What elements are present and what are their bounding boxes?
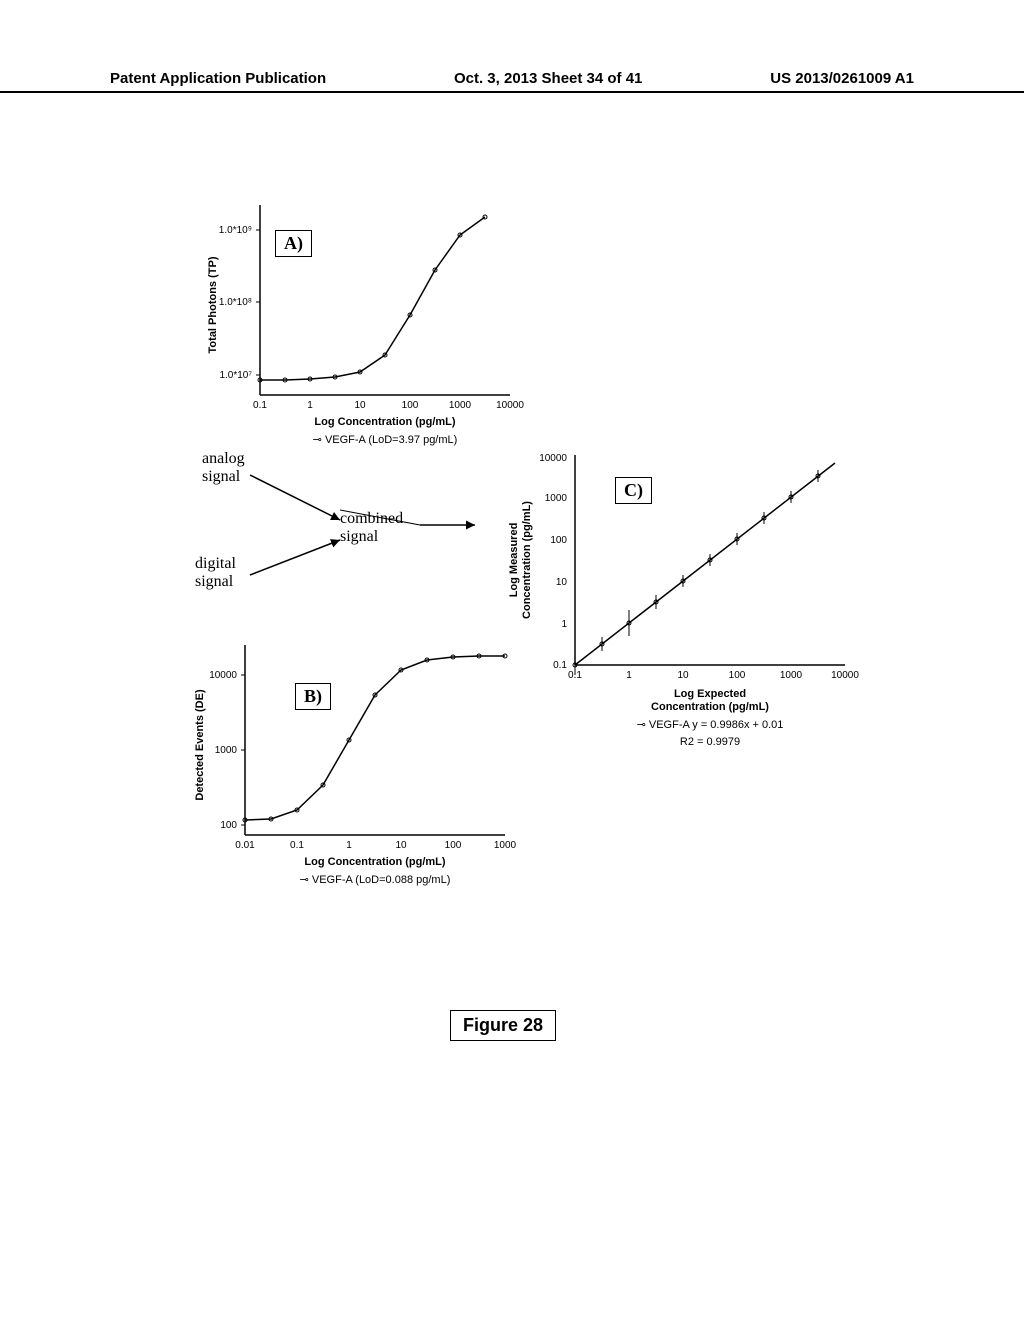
svg-text:1000: 1000 (215, 745, 238, 756)
chart-c-xlabel-1: Log Expected (674, 688, 746, 700)
chart-c-svg: 0.1 1 10 100 1000 10000 0.1 1 10 100 100… (500, 440, 870, 750)
chart-b: 100 1000 10000 0.01 0.1 1 10 100 1000 (190, 630, 520, 895)
chart-a-xlabel: Log Concentration (pg/mL) (314, 416, 455, 428)
panel-a-label: A) (275, 230, 312, 257)
svg-text:100: 100 (220, 820, 237, 831)
svg-text:10: 10 (395, 840, 407, 851)
svg-text:1.0*10⁷: 1.0*10⁷ (219, 370, 252, 381)
svg-text:1: 1 (561, 619, 567, 630)
chart-a-svg: 1.0*10⁷ 1.0*10⁸ 1.0*10⁹ 0.1 1 10 100 100… (205, 190, 525, 450)
chart-c-ylabel-2: Concentration (pg/mL) (521, 501, 533, 619)
panel-b-label: B) (295, 683, 331, 710)
svg-text:0.1: 0.1 (253, 400, 267, 411)
page-header: Patent Application Publication Oct. 3, 2… (0, 70, 1024, 93)
header-right: US 2013/0261009 A1 (770, 70, 914, 87)
svg-text:1000: 1000 (545, 493, 568, 504)
svg-text:10: 10 (556, 577, 568, 588)
svg-text:100: 100 (729, 670, 746, 681)
chart-c-legend: ⊸ VEGF-A y = 0.9986x + 0.01 (637, 719, 784, 731)
header-left: Patent Application Publication (110, 70, 326, 87)
svg-text:10000: 10000 (209, 670, 237, 681)
svg-text:10000: 10000 (539, 453, 567, 464)
svg-text:100: 100 (445, 840, 462, 851)
svg-text:10000: 10000 (831, 670, 859, 681)
chart-b-svg: 100 1000 10000 0.01 0.1 1 10 100 1000 (190, 630, 520, 890)
chart-c-r2: R2 = 0.9979 (680, 736, 740, 748)
svg-text:10000: 10000 (496, 400, 524, 411)
annotation-arrows (195, 445, 495, 625)
chart-a: 1.0*10⁷ 1.0*10⁸ 1.0*10⁹ 0.1 1 10 100 100… (205, 190, 525, 455)
svg-text:10: 10 (354, 400, 366, 411)
svg-text:1.0*10⁸: 1.0*10⁸ (219, 297, 252, 308)
svg-text:1: 1 (307, 400, 313, 411)
svg-text:100: 100 (402, 400, 419, 411)
svg-text:10: 10 (677, 670, 689, 681)
svg-text:1: 1 (626, 670, 632, 681)
svg-text:1: 1 (346, 840, 352, 851)
svg-text:1.0*10⁹: 1.0*10⁹ (219, 225, 252, 236)
svg-text:1000: 1000 (494, 840, 517, 851)
svg-text:1000: 1000 (449, 400, 472, 411)
svg-text:100: 100 (550, 535, 567, 546)
header-center: Oct. 3, 2013 Sheet 34 of 41 (454, 70, 642, 87)
chart-c-xlabel-2: Concentration (pg/mL) (651, 701, 769, 713)
svg-text:0.01: 0.01 (235, 840, 255, 851)
chart-c-ylabel-1: Log Measured (508, 523, 520, 598)
chart-b-xlabel: Log Concentration (pg/mL) (304, 856, 445, 868)
figure-label: Figure 28 (450, 1010, 556, 1041)
svg-text:0.1: 0.1 (553, 660, 567, 671)
svg-text:0.1: 0.1 (290, 840, 304, 851)
svg-text:1000: 1000 (780, 670, 803, 681)
panel-c-label: C) (615, 477, 652, 504)
chart-a-ylabel: Total Photons (TP) (207, 256, 219, 353)
chart-b-legend: ⊸ VEGF-A (LoD=0.088 pg/mL) (300, 874, 451, 886)
chart-b-ylabel: Detected Events (DE) (194, 689, 206, 801)
chart-c: 0.1 1 10 100 1000 10000 0.1 1 10 100 100… (500, 440, 870, 755)
